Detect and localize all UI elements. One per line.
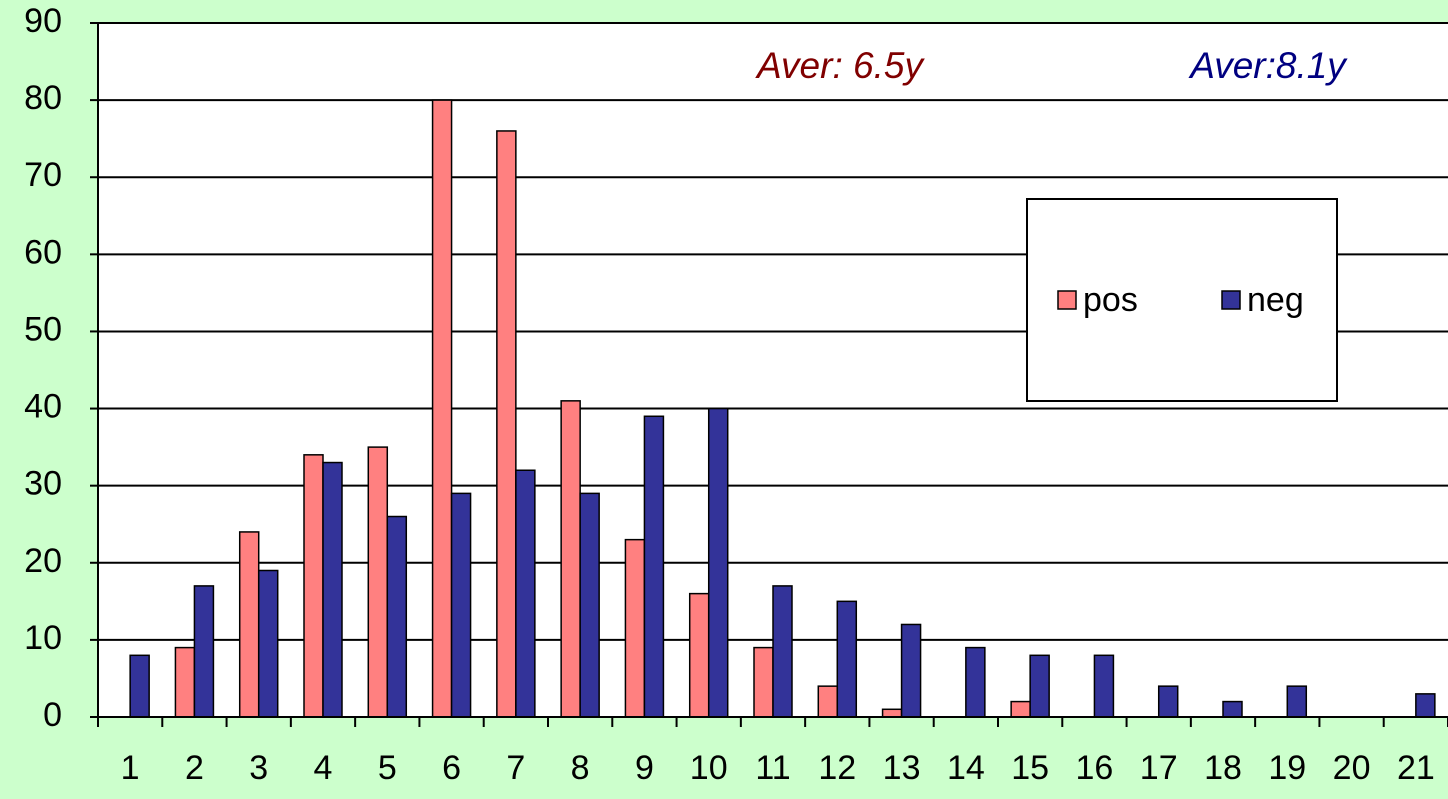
y-tick-label: 80 [24, 79, 62, 117]
bar [817, 685, 839, 718]
x-tick-label: 2 [185, 749, 204, 787]
x-tick-label: 19 [1268, 749, 1306, 787]
y-tick-label: 40 [24, 388, 62, 426]
x-tick-label: 13 [883, 749, 921, 787]
bar [515, 469, 536, 718]
y-tick-label: 30 [24, 465, 62, 503]
x-tick-label: 9 [635, 749, 654, 787]
bar [238, 531, 260, 718]
bar [1222, 700, 1243, 718]
bar [386, 515, 408, 718]
bar [1093, 654, 1115, 718]
y-tick-label: 90 [24, 2, 62, 40]
x-tick-label: 17 [1140, 749, 1178, 787]
bar [367, 446, 389, 718]
bar [900, 623, 922, 718]
legend-swatch [1221, 290, 1241, 310]
legend-box [1026, 198, 1338, 402]
bar [1010, 700, 1031, 718]
x-tick-label: 21 [1397, 749, 1435, 787]
legend-label: neg [1247, 281, 1304, 319]
bar [431, 99, 453, 718]
bar [881, 708, 903, 718]
bar [579, 492, 600, 718]
x-tick-label: 11 [755, 749, 790, 787]
x-tick-label: 5 [378, 749, 397, 787]
bar [688, 592, 710, 718]
y-tick-label: 20 [24, 542, 62, 580]
x-tick-label: 3 [249, 749, 268, 787]
legend-swatch [1057, 290, 1077, 310]
x-tick-label: 12 [818, 749, 856, 787]
x-tick-label: 14 [947, 749, 985, 787]
bar [1029, 654, 1050, 718]
bar [1415, 693, 1436, 718]
x-tick-label: 4 [314, 749, 333, 787]
y-tick-label: 10 [24, 619, 62, 657]
x-tick-label: 6 [442, 749, 461, 787]
annotation: Aver:8.1y [1188, 45, 1348, 86]
bar [836, 600, 858, 718]
x-tick-label: 10 [690, 749, 728, 787]
x-tick-label: 16 [1076, 749, 1114, 787]
bar [560, 400, 581, 718]
x-tick-label: 1 [121, 749, 140, 787]
bar [450, 492, 472, 718]
bar [707, 407, 729, 718]
bar [193, 585, 215, 718]
bar [496, 130, 517, 718]
y-tick-label: 0 [43, 696, 62, 734]
bar [174, 646, 196, 718]
bar [643, 415, 665, 718]
x-tick-label: 8 [571, 749, 590, 787]
legend-label: pos [1083, 281, 1138, 319]
bar [1157, 685, 1179, 718]
annotation: Aver: 6.5y [755, 45, 925, 86]
bar [772, 585, 793, 718]
bar [965, 646, 986, 718]
x-tick-label: 15 [1011, 749, 1049, 787]
bar [129, 654, 150, 718]
x-tick-label: 18 [1204, 749, 1242, 787]
y-tick-label: 60 [24, 233, 62, 271]
bar [753, 646, 774, 718]
bar [322, 461, 343, 718]
y-tick-label: 70 [24, 156, 62, 194]
y-tick-label: 50 [24, 310, 62, 348]
x-tick-label: 20 [1333, 749, 1371, 787]
bar [1286, 685, 1308, 718]
bar [624, 538, 646, 718]
bar [303, 454, 324, 718]
bar [257, 569, 279, 718]
x-tick-label: 7 [506, 749, 525, 787]
